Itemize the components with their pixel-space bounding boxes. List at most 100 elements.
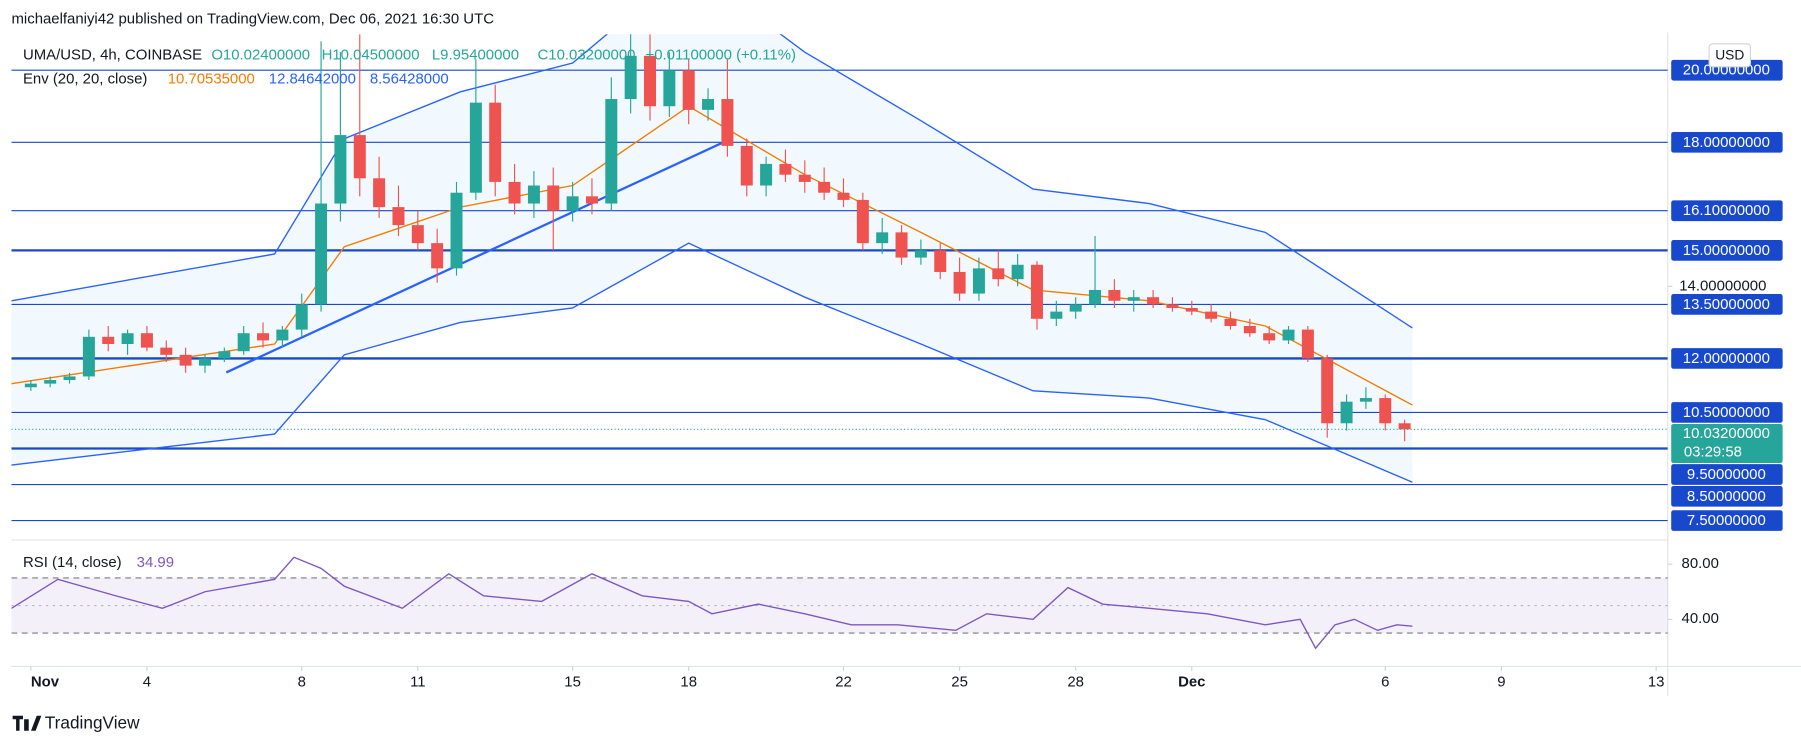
- candle-body: [1398, 423, 1411, 430]
- candle-body: [721, 99, 734, 146]
- candle-body: [527, 185, 540, 204]
- x-tick-label: 9: [1497, 673, 1505, 690]
- level-label: 13.50000000: [1683, 296, 1770, 313]
- ohlc-high: H10.04500000: [322, 46, 420, 63]
- y-tick-label: 40.00: [1682, 610, 1719, 627]
- candle-body: [547, 185, 560, 211]
- envelope-value: 10.70535000: [168, 70, 255, 87]
- candle-body: [218, 351, 231, 359]
- countdown: 03:29:58: [1684, 444, 1742, 461]
- brand: TradingView: [45, 712, 140, 732]
- candle-body: [411, 225, 424, 244]
- candle-body: [353, 135, 366, 179]
- candle-body: [102, 336, 115, 345]
- level-label: 8.50000000: [1687, 488, 1766, 505]
- candle-body: [315, 203, 328, 305]
- candle-body: [257, 333, 270, 341]
- candle-body: [798, 174, 811, 182]
- ohlc-low: L9.95400000: [432, 46, 519, 63]
- candle-body: [663, 70, 676, 107]
- ohlc-change: +0.01100000 (+0.11%): [646, 46, 796, 63]
- candle-body: [760, 163, 773, 186]
- candle-body: [856, 199, 869, 244]
- currency-box[interactable]: [1708, 43, 1752, 68]
- ohlc-open: O10.02400000: [211, 46, 310, 63]
- currency[interactable]: USD: [1715, 48, 1744, 63]
- level-label-box: [1671, 131, 1783, 153]
- level-label-box: [1671, 464, 1783, 485]
- candle-body: [1050, 311, 1063, 319]
- candle-body: [469, 102, 482, 193]
- candle-body: [934, 250, 947, 272]
- candle-body: [1301, 329, 1314, 359]
- candle-body: [1359, 398, 1372, 402]
- candle-body: [334, 135, 347, 204]
- level-label: 7.50000000: [1687, 512, 1766, 529]
- level-label-box: [1671, 200, 1783, 222]
- candle-body: [24, 383, 37, 388]
- x-tick-label: 28: [1067, 673, 1084, 690]
- x-tick-label: 4: [143, 673, 151, 690]
- candle-body: [1127, 297, 1140, 301]
- y-tick-label: 14.00000000: [1679, 277, 1766, 294]
- candle-body: [1166, 304, 1179, 308]
- level-label-box: [1671, 348, 1783, 369]
- y-tick-label: 80.00: [1682, 555, 1719, 572]
- candle-body: [1321, 358, 1334, 424]
- x-tick-label: Nov: [31, 673, 60, 690]
- candle-body: [1108, 289, 1121, 301]
- level-label-box: [1671, 510, 1783, 531]
- candle-body: [837, 192, 850, 200]
- candle-body: [1224, 318, 1237, 327]
- candle-body: [992, 268, 1005, 280]
- level-label-box: [1671, 485, 1783, 507]
- candle-body: [624, 55, 637, 100]
- candle-body: [1263, 333, 1276, 341]
- candle-body: [489, 102, 502, 182]
- candle-body: [779, 163, 792, 175]
- candle-body: [1282, 329, 1295, 341]
- candle-body: [1340, 401, 1353, 424]
- candle-body: [450, 192, 463, 269]
- price-pane: [11, 34, 1668, 522]
- brand-logo: [12, 715, 42, 731]
- last-price-label: 10.03200000: [1683, 425, 1770, 442]
- last-price-box: [1671, 423, 1783, 464]
- x-tick-label: 25: [951, 673, 968, 690]
- candle-body: [431, 243, 444, 269]
- candle-body: [179, 354, 192, 366]
- candle-body: [1379, 398, 1392, 424]
- envelope-line: [11, 242, 1413, 483]
- candle-body: [1011, 264, 1024, 280]
- x-tick-label: 8: [298, 673, 306, 690]
- rsi-value: 34.99: [137, 554, 174, 571]
- trendline: [225, 139, 728, 374]
- level-label-box: [1671, 240, 1783, 261]
- envelope-value: 8.56428000: [370, 70, 449, 87]
- candle-body: [876, 232, 889, 244]
- candle-body: [198, 358, 211, 366]
- candle-body: [953, 271, 966, 294]
- level-label-box: [1671, 294, 1783, 315]
- candle-body: [644, 55, 657, 107]
- rsi-line: [11, 556, 1413, 650]
- candle-body: [44, 380, 57, 384]
- overlay: 20.0000000018.0000000016.1000000015.0000…: [1671, 59, 1783, 531]
- candle-body: [295, 304, 308, 330]
- candle-body: [1205, 311, 1218, 319]
- x-tick-label: 22: [835, 673, 852, 690]
- candle-body: [392, 207, 405, 226]
- x-tick-label: 6: [1381, 673, 1389, 690]
- level-label: 15.00000000: [1683, 242, 1770, 259]
- level-label-box: [1671, 59, 1783, 81]
- x-tick-label: 13: [1648, 673, 1665, 690]
- level-label: 10.50000000: [1683, 404, 1770, 421]
- rsi-pane: [11, 556, 1668, 650]
- candle-body: [566, 196, 579, 211]
- candle-body: [1089, 289, 1102, 305]
- candle-body: [1069, 304, 1082, 312]
- level-label-box: [1671, 402, 1783, 423]
- candle-body: [702, 99, 715, 110]
